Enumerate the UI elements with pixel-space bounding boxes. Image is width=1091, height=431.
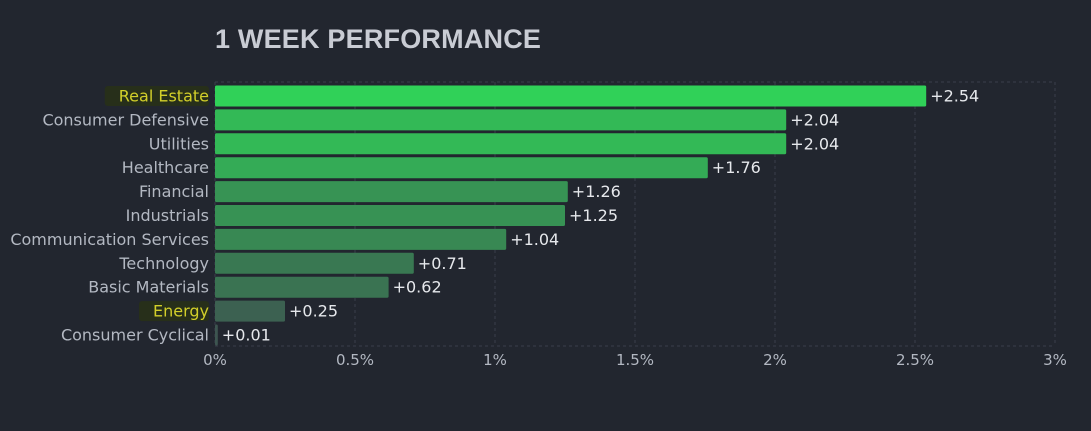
value-label: +2.04 [790,110,839,129]
bar [215,157,708,179]
value-label: +0.25 [289,302,338,321]
x-tick-label: 2% [763,351,787,369]
category-label: Communication Services [10,230,209,249]
category-label: Energy [153,302,209,321]
bar [215,109,787,131]
bar [215,133,787,155]
label-highlight [104,86,209,106]
category-label: Industrials [126,206,209,225]
value-label: +0.71 [418,254,467,273]
category-label: Healthcare [122,158,209,177]
x-tick-label: 0.5% [336,351,374,369]
bar [215,85,927,107]
x-tick-label: 3% [1043,351,1067,369]
value-label: +1.04 [510,230,559,249]
value-label: +0.62 [393,278,442,297]
value-label: +1.25 [569,206,618,225]
x-tick-label: 0% [203,351,227,369]
category-label: Real Estate [119,87,209,106]
bar [215,228,507,250]
value-label: +1.26 [572,182,621,201]
category-label: Consumer Cyclical [61,326,209,345]
chart-title: 1 WEEK PERFORMANCE [215,24,542,54]
category-label: Utilities [149,134,209,153]
category-label: Consumer Defensive [42,110,209,129]
value-label: +0.01 [222,326,271,345]
bar [215,205,565,226]
category-label: Financial [139,182,209,201]
bar [215,252,414,274]
bar [215,300,285,322]
value-label: +1.76 [712,158,761,177]
value-label: +2.04 [790,134,839,153]
bar [215,324,218,346]
value-label: +2.54 [930,87,979,106]
x-tick-label: 1% [483,351,507,369]
x-tick-label: 1.5% [616,351,654,369]
bar [215,181,568,203]
x-tick-label: 2.5% [896,351,934,369]
category-label: Technology [118,254,209,273]
category-label: Basic Materials [88,278,209,297]
bar [215,276,389,298]
label-highlight [138,301,209,322]
